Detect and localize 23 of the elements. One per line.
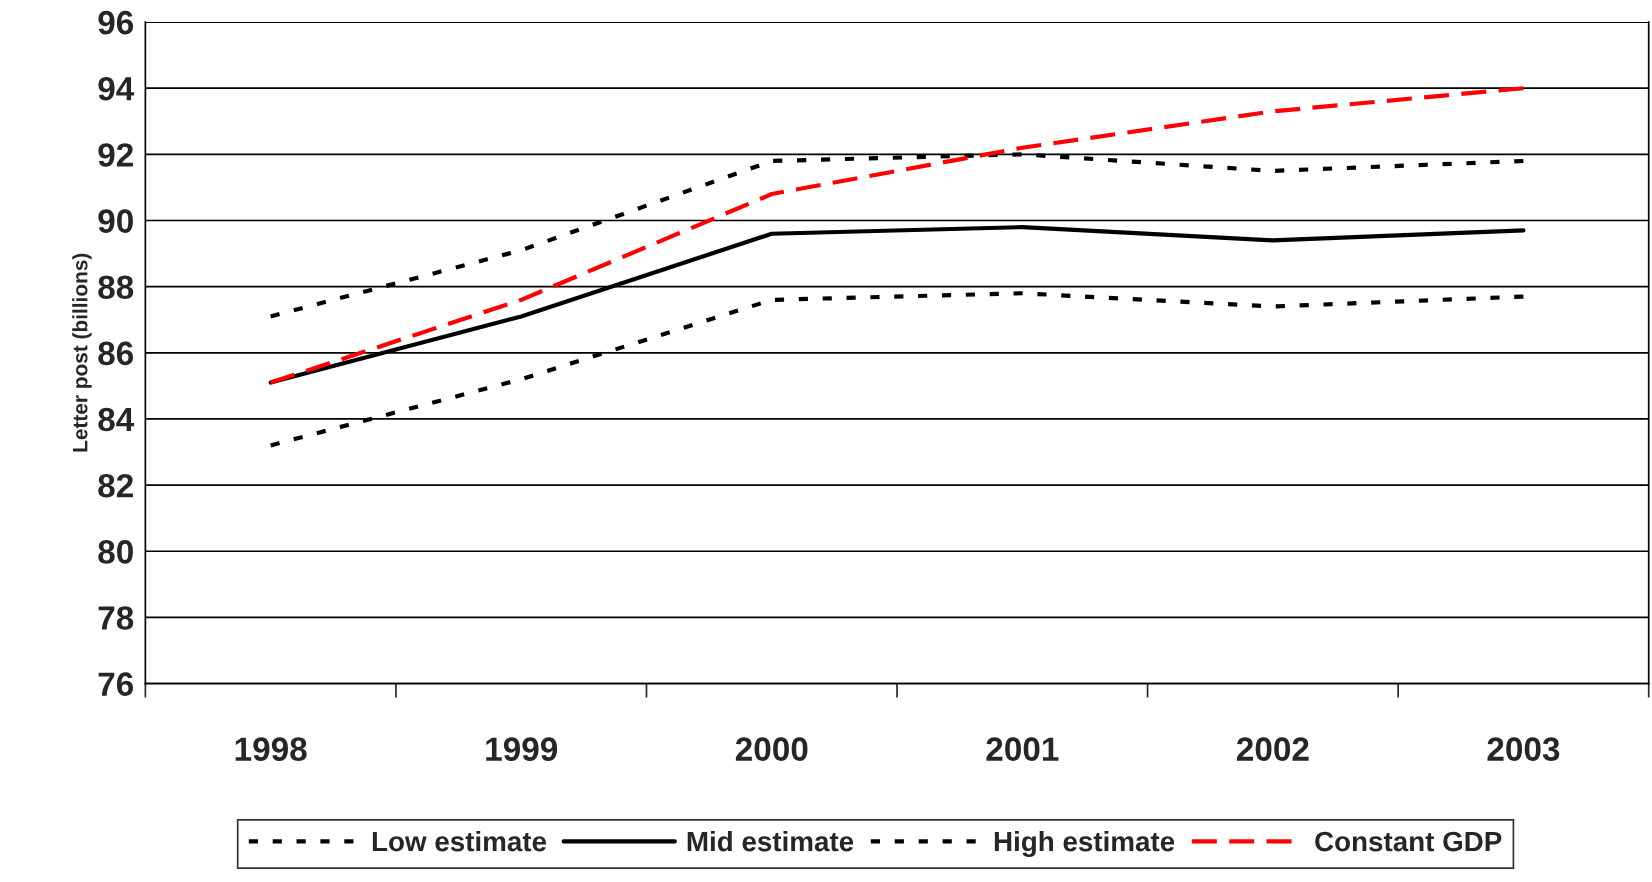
line-series: [268, 86, 1526, 385]
y-tick-label: 84: [98, 407, 135, 432]
y-tick-label: 78: [98, 606, 134, 630]
x-tick-label: 2002: [1236, 737, 1309, 761]
legend-label: Mid estimate: [687, 830, 854, 852]
x-tick-label: 1999: [486, 737, 558, 761]
x-tick-label: 2003: [1487, 737, 1560, 761]
y-tick-label: 96: [98, 10, 134, 35]
y-tick-label: 92: [98, 143, 133, 167]
y-tick-label: 86: [98, 341, 134, 366]
x-tick-label: 2001: [986, 737, 1059, 761]
legend-label: High estimate: [994, 830, 1175, 857]
y-tick-label: 76: [98, 672, 134, 696]
y-tick-label: 82: [98, 473, 133, 498]
y-tick-label: 88: [98, 275, 134, 300]
y-tick-label: 94: [98, 77, 135, 101]
x-tick-label: 1998: [235, 737, 307, 761]
x-tick-label: 2000: [735, 737, 808, 761]
y-axis-title: Letter post (billions): [72, 253, 92, 452]
legend-label: Constant GDP: [1315, 831, 1502, 852]
y-tick-label: 80: [98, 540, 133, 564]
legend-label: Low estimate: [372, 830, 547, 852]
y-tick-label: 90: [98, 209, 133, 233]
